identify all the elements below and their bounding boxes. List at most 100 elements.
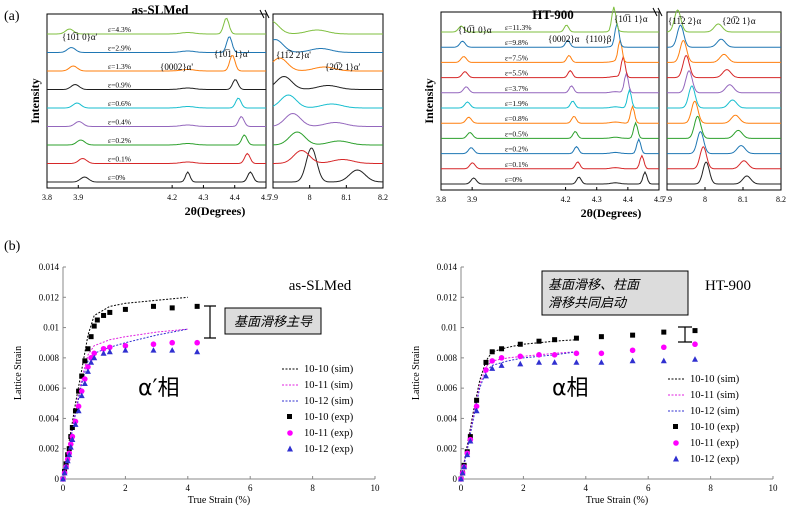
series-line-right [667, 70, 781, 94]
peak-label: {11̅2 2}α [668, 16, 702, 26]
y-tick-label: 0.004 [39, 413, 60, 423]
panel-label: (a) [4, 9, 20, 24]
x-tick-label: 7.9 [662, 195, 672, 204]
series-line-right [272, 75, 383, 90]
y-tick-label: 0.002 [39, 444, 59, 454]
square-marker [489, 349, 495, 355]
square-marker [88, 334, 94, 340]
square-marker [150, 303, 156, 309]
series-label: ε=0.4% [108, 118, 131, 127]
x-tick-label: 4.5 [654, 195, 664, 204]
x-tick-label: 8 [708, 483, 713, 493]
y-tick-label: 0.006 [39, 383, 60, 393]
plot-frame-right [272, 13, 384, 189]
series-label: ε=0.1% [505, 160, 528, 169]
square-marker [85, 346, 91, 352]
square-marker [467, 434, 473, 440]
series-line-left [441, 121, 659, 139]
square-marker [122, 306, 128, 312]
series-label: ε=0.1% [108, 155, 131, 164]
circle-marker [85, 364, 91, 370]
triangle-marker [194, 348, 201, 355]
series-line-left [47, 97, 266, 109]
y-tick-label: 0.004 [437, 413, 458, 423]
y-tick-label: 0.01 [43, 323, 59, 333]
series-line-right [667, 24, 781, 48]
sim-curve [460, 351, 577, 480]
square-marker [94, 317, 100, 323]
triangle-marker [573, 359, 580, 365]
circle-marker [91, 350, 97, 357]
square-marker [169, 305, 175, 311]
series-line-right [667, 85, 781, 109]
circle-marker [82, 376, 88, 382]
legend-marker [287, 430, 293, 436]
series-line-right [667, 130, 781, 155]
triangle-marker [461, 463, 468, 470]
triangle-marker [150, 347, 157, 353]
series-line-right [272, 112, 383, 127]
circle-marker [483, 367, 489, 373]
series-line-left [441, 104, 659, 124]
chart-title: as-SLMed [131, 2, 189, 17]
circle-marker [100, 345, 107, 352]
series-line-left [441, 55, 659, 79]
x-tick-label: 7.9 [268, 193, 278, 202]
series-label: ε=3.7% [505, 84, 528, 93]
x-tick-label: 3.8 [42, 193, 52, 202]
x-tick-label: 2 [521, 483, 526, 493]
triangle-marker [75, 407, 82, 414]
series-line-left [441, 23, 659, 48]
circle-marker [107, 344, 113, 351]
y-tick-label: 0 [55, 474, 60, 484]
series-line-right [667, 55, 781, 79]
legend-marker [287, 414, 292, 419]
legend-label: 10-11 (exp) [304, 428, 353, 439]
x-tick-label: 10 [371, 483, 381, 493]
square-marker [552, 337, 558, 343]
annotation-text: 基面滑移主导 [234, 315, 313, 330]
triangle-marker [517, 360, 524, 367]
circle-marker [473, 403, 480, 410]
x-tick-label: 4.3 [198, 193, 208, 202]
square-marker [474, 397, 480, 403]
triangle-marker [100, 350, 107, 356]
circle-marker [598, 350, 605, 357]
x-tick-label: 0 [61, 483, 66, 493]
strain-panel-3: 0 0.002 0.004 0.006 0.008 0.01 0.012 0.014 0 2 4 6 8… [411, 262, 778, 506]
x-tick-label: 4.2 [167, 193, 177, 202]
series-label: ε=11.3% [505, 23, 531, 32]
series-label: ε=0.2% [108, 136, 131, 145]
legend-label: 10-12 (exp) [304, 444, 354, 455]
series-line-right [667, 161, 781, 185]
peak-label: {0002}α' [160, 62, 193, 72]
annotation-box [541, 270, 689, 316]
x-axis-title: True Strain (%) [188, 495, 250, 506]
triangle-marker [63, 463, 70, 470]
series-label: ε=0.6% [108, 99, 131, 108]
triangle-marker [473, 407, 480, 414]
series-line-left [441, 38, 659, 63]
xrd-panel-1: 3.8 3.9 4.2 4.3 4.4 4.57.9 8 8.1 8.2 2θ(Degrees) I… [422, 6, 786, 220]
triangle-marker [78, 392, 85, 399]
axis-break [652, 7, 663, 17]
series-line-right [273, 131, 383, 146]
series-line-left [47, 115, 266, 127]
legend-label: 10-12 (exp) [690, 454, 740, 465]
plot-frame-right [666, 11, 782, 191]
square-marker [573, 335, 579, 341]
strain-panel-2: 0 0.002 0.004 0.006 0.008 0.01 0.012 0.014 0 2 4 6 8… [4, 239, 380, 506]
x-tick-label: 4.3 [592, 195, 602, 204]
chart-title: HT-900 [532, 7, 573, 22]
series-label: ε=9.8% [505, 38, 528, 47]
x-tick-label: 4.4 [230, 193, 240, 202]
series-line-left [47, 134, 266, 146]
series-label: ε=0% [505, 175, 522, 184]
series-line-right [272, 94, 383, 109]
peak-label: {11̅2 2}α' [276, 50, 311, 60]
circle-marker [489, 358, 496, 364]
y-axis-title: Intensity [422, 78, 436, 123]
sim-curve [460, 339, 577, 480]
series-line-right [272, 38, 383, 53]
x-tick-label: 8.2 [378, 193, 388, 202]
